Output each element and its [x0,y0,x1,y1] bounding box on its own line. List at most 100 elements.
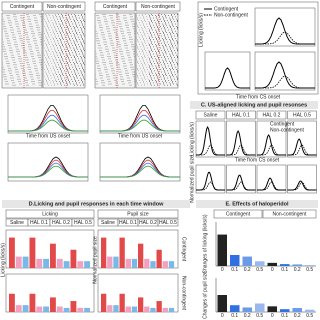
raster-tick [142,22,143,24]
bar [280,309,290,312]
raster-tick [71,28,72,30]
raster-tick [74,50,75,51]
raster-tick [53,16,54,18]
raster-tick [158,15,159,16]
raster-tick [177,14,178,15]
raster-tick [21,42,22,44]
raster-tick [20,15,21,16]
raster-tick [28,18,29,20]
raster-tick [123,58,124,60]
raster-tick [102,77,103,79]
raster-tick [167,41,168,43]
title-bar [190,101,318,109]
raster-tick [29,39,30,40]
raster-tick [107,51,108,52]
raster-tick [170,47,171,49]
raster-tick [34,81,35,82]
raster-tick [104,66,105,68]
raster-tick [57,76,58,78]
raster-tick [163,18,164,20]
raster-tick [121,28,122,30]
raster-tick [162,38,163,39]
raster-tick [81,35,82,37]
raster-tick [109,15,110,16]
raster-tick [24,32,25,33]
raster-tick [46,72,47,74]
raster-tick [145,35,146,37]
raster-tick [44,54,45,56]
raster-tick [163,82,164,84]
raster-tick [168,65,169,67]
raster-tick [14,44,15,45]
raster-tick [83,27,84,28]
raster-tick [131,59,132,61]
raster-tick [20,58,21,60]
raster-tick [125,40,126,42]
raster-tick [69,45,70,46]
raster-tick [3,44,4,45]
raster-tick [48,48,49,50]
raster-tick [166,24,167,26]
raster-tick [139,58,140,60]
raster-tick [18,30,19,32]
raster-tick [133,71,134,73]
window-bar [144,258,150,268]
raster-tick [34,58,35,60]
raster-tick [69,23,70,25]
raster-tick [24,47,25,49]
raster-tick [106,71,107,73]
raster-tick [81,72,82,74]
raster-tick [144,69,145,70]
condition-label: HAL 0.2 [139,220,157,226]
window-bar [162,261,168,268]
raster-tick [8,22,9,24]
raster-tick [35,45,36,46]
raster-tick [70,76,71,78]
raster-tick [166,17,167,19]
raster-tick [46,45,47,46]
raster-tick [29,71,30,73]
raster-tick [96,60,97,62]
raster-tick [170,27,171,28]
raster-tick [171,50,172,51]
raster-tick [3,46,4,48]
raster-tick [39,36,40,38]
raster-tick [39,80,40,81]
raster-tick [12,54,13,56]
raster-tick [74,70,75,72]
raster-tick [131,39,132,40]
raster-tick [24,24,25,26]
raster-tick [21,83,22,85]
raster-tick [69,74,70,75]
raster-tick [119,46,120,48]
raster-tick [29,48,30,50]
raster-tick [46,81,47,82]
raster-tick [116,34,117,36]
raster-tick [110,58,111,60]
raster-tick [150,75,151,76]
raster-tick [152,29,153,31]
raster-tick [45,28,46,30]
raster-tick [144,26,145,27]
raster-tick [33,35,34,37]
raster-tick [74,71,75,73]
raster-tick [54,34,55,36]
raster-tick [39,82,40,84]
raster-tick [40,80,41,81]
raster-tick [136,51,137,52]
raster-tick [104,82,105,84]
raster-tick [176,33,177,34]
raster-tick [169,46,170,48]
raster-tick [170,48,171,50]
raster-tick [48,63,49,64]
raster-tick [21,17,22,19]
raster-tick [10,24,11,26]
raster-tick [158,50,159,51]
raster-tick [137,76,138,78]
raster-tick [59,23,60,25]
raster-tick [82,23,83,25]
raster-tick [101,34,102,36]
raster-tick [77,70,78,72]
raster-tick [46,22,47,24]
